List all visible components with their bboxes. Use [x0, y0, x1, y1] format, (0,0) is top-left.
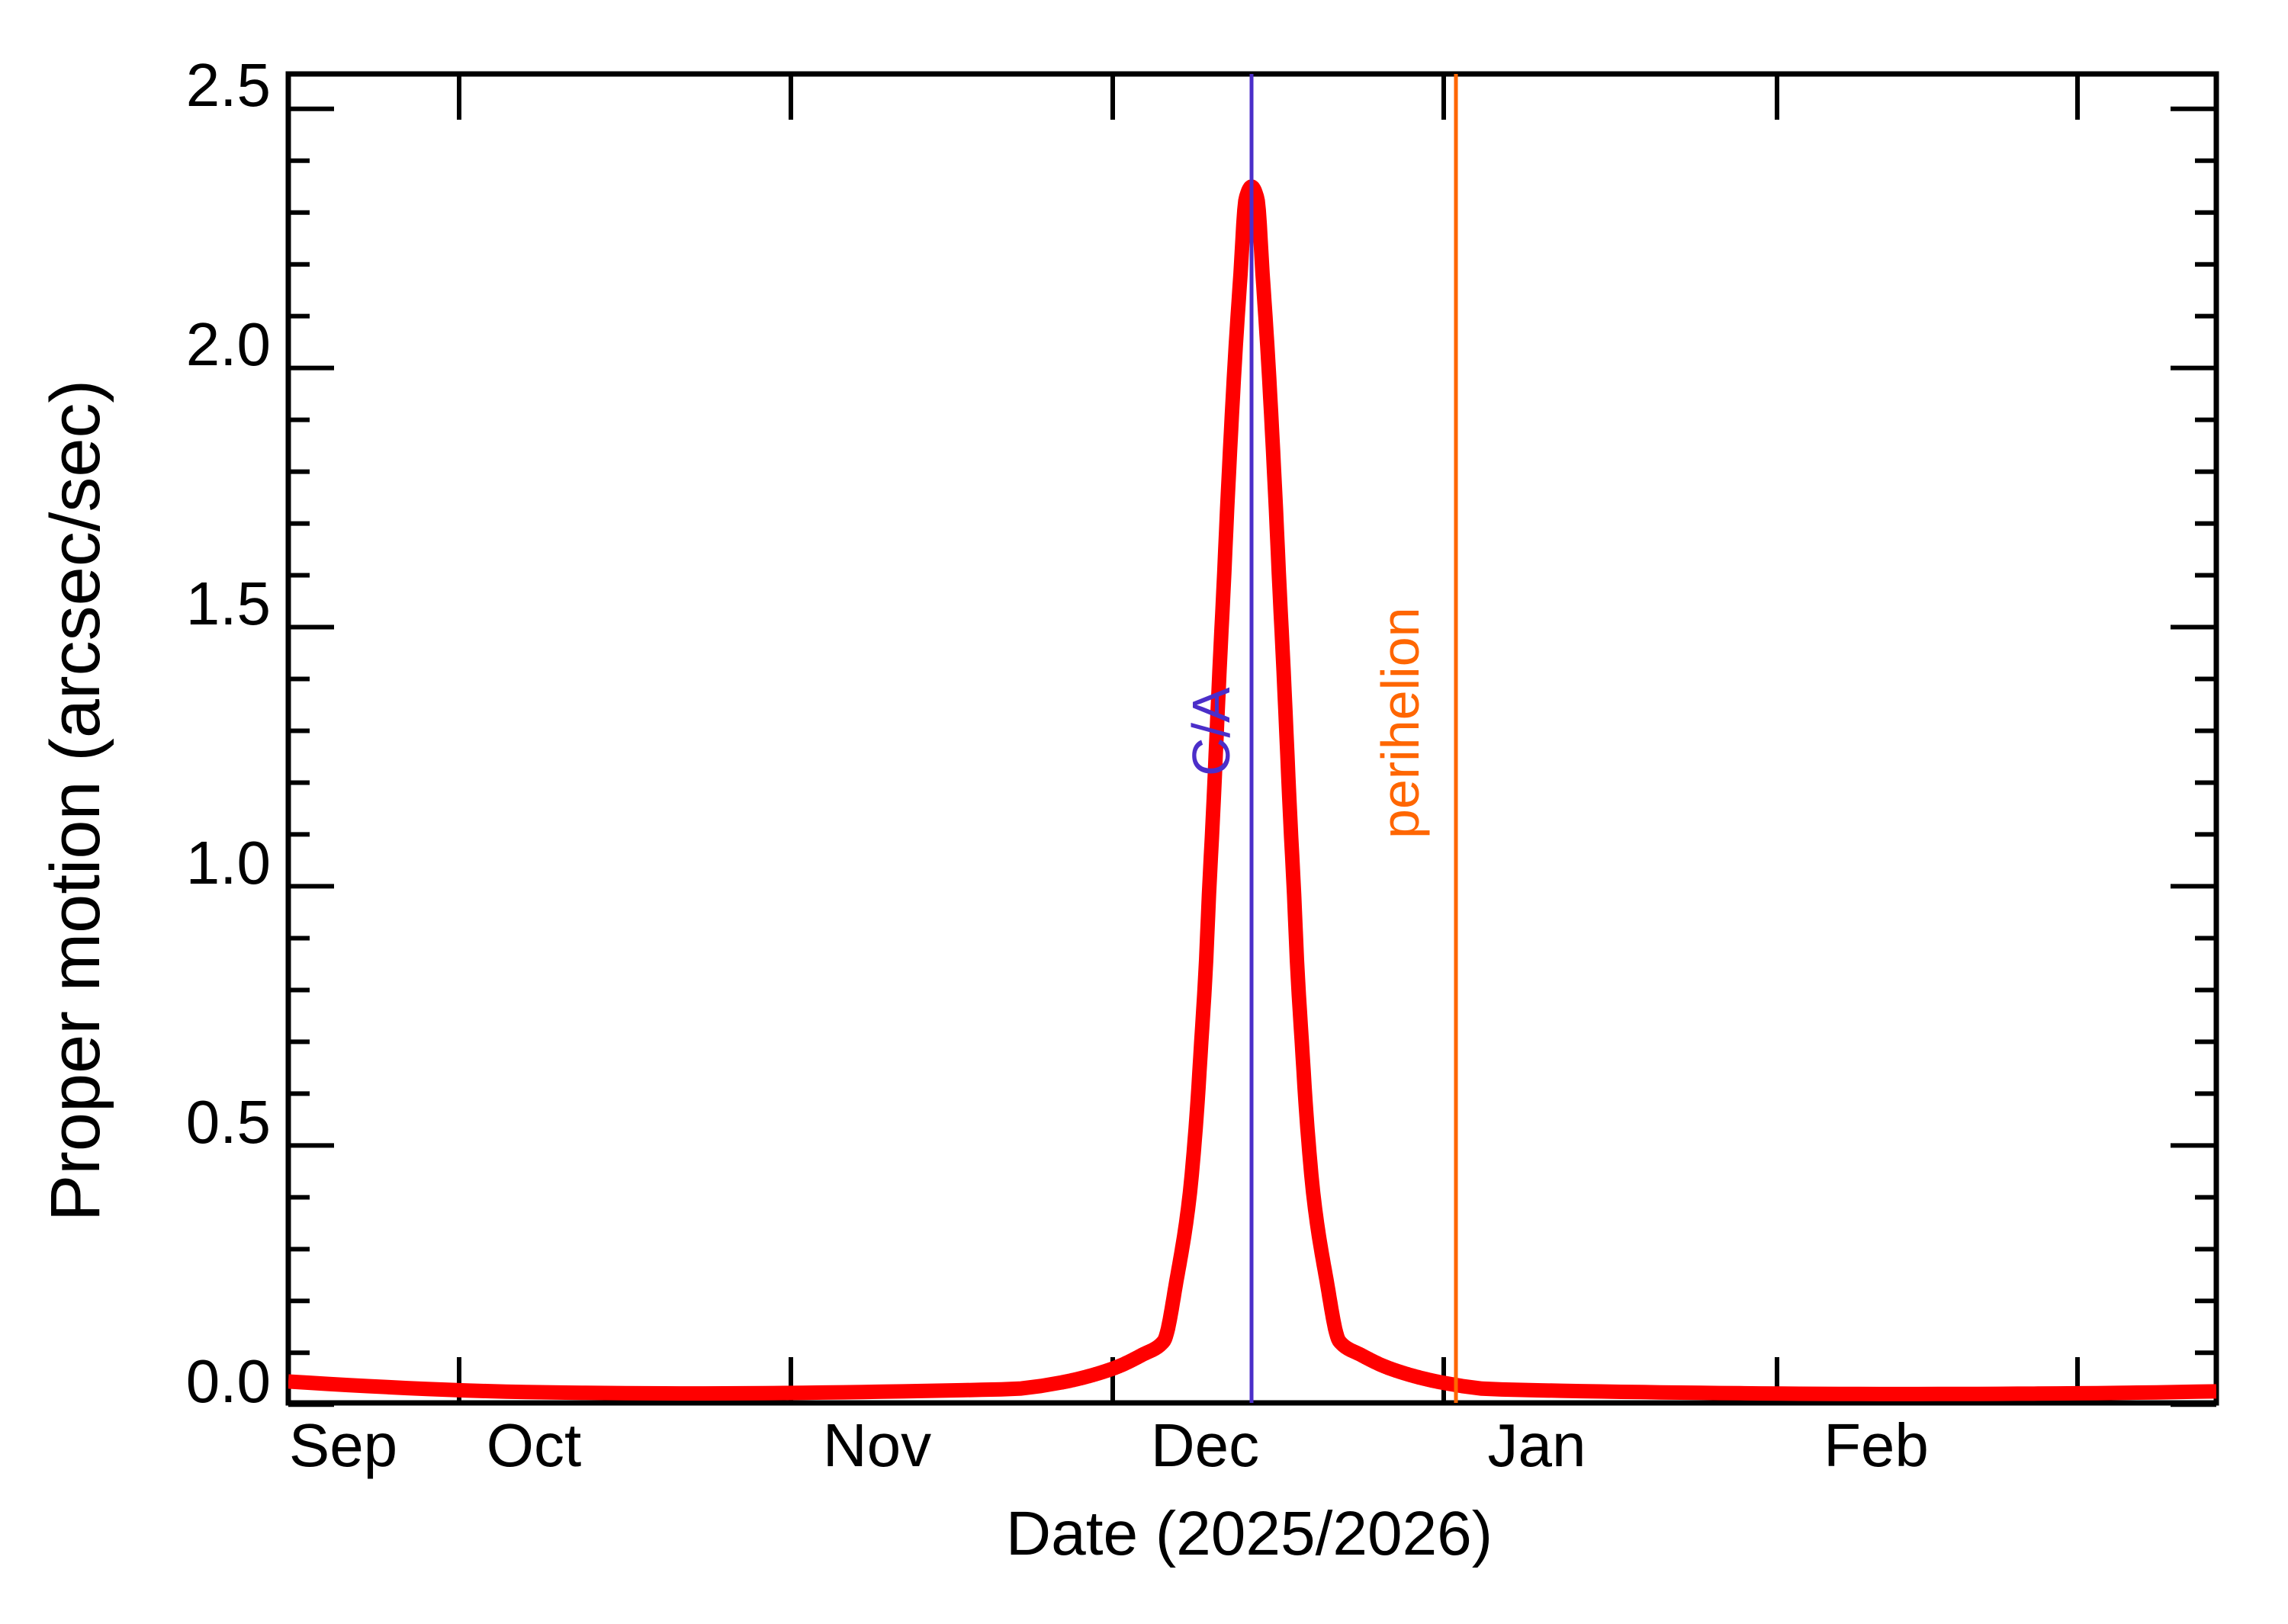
svg-text:0.5: 0.5: [186, 1088, 271, 1156]
svg-text:Nov: Nov: [823, 1411, 931, 1479]
svg-text:perihelion: perihelion: [1371, 607, 1430, 839]
svg-text:Oct: Oct: [487, 1411, 581, 1479]
svg-text:0.0: 0.0: [186, 1347, 271, 1415]
svg-text:Proper motion (arcsec/sec): Proper motion (arcsec/sec): [37, 380, 114, 1221]
svg-text:Sep: Sep: [289, 1411, 397, 1479]
svg-text:2.0: 2.0: [186, 310, 271, 378]
svg-text:C/A: C/A: [1181, 687, 1241, 776]
svg-text:Date (2025/2026): Date (2025/2026): [1006, 1499, 1493, 1568]
svg-text:Feb: Feb: [1824, 1411, 1929, 1479]
svg-text:1.5: 1.5: [186, 570, 271, 637]
svg-text:2.5: 2.5: [186, 51, 271, 119]
svg-text:Jan: Jan: [1488, 1411, 1586, 1479]
svg-text:1.0: 1.0: [186, 829, 271, 897]
svg-text:Dec: Dec: [1151, 1411, 1259, 1479]
